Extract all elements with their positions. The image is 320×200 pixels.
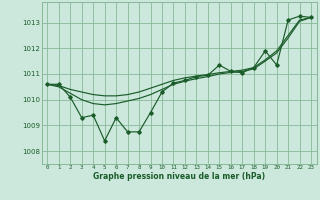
X-axis label: Graphe pression niveau de la mer (hPa): Graphe pression niveau de la mer (hPa) xyxy=(93,172,265,181)
